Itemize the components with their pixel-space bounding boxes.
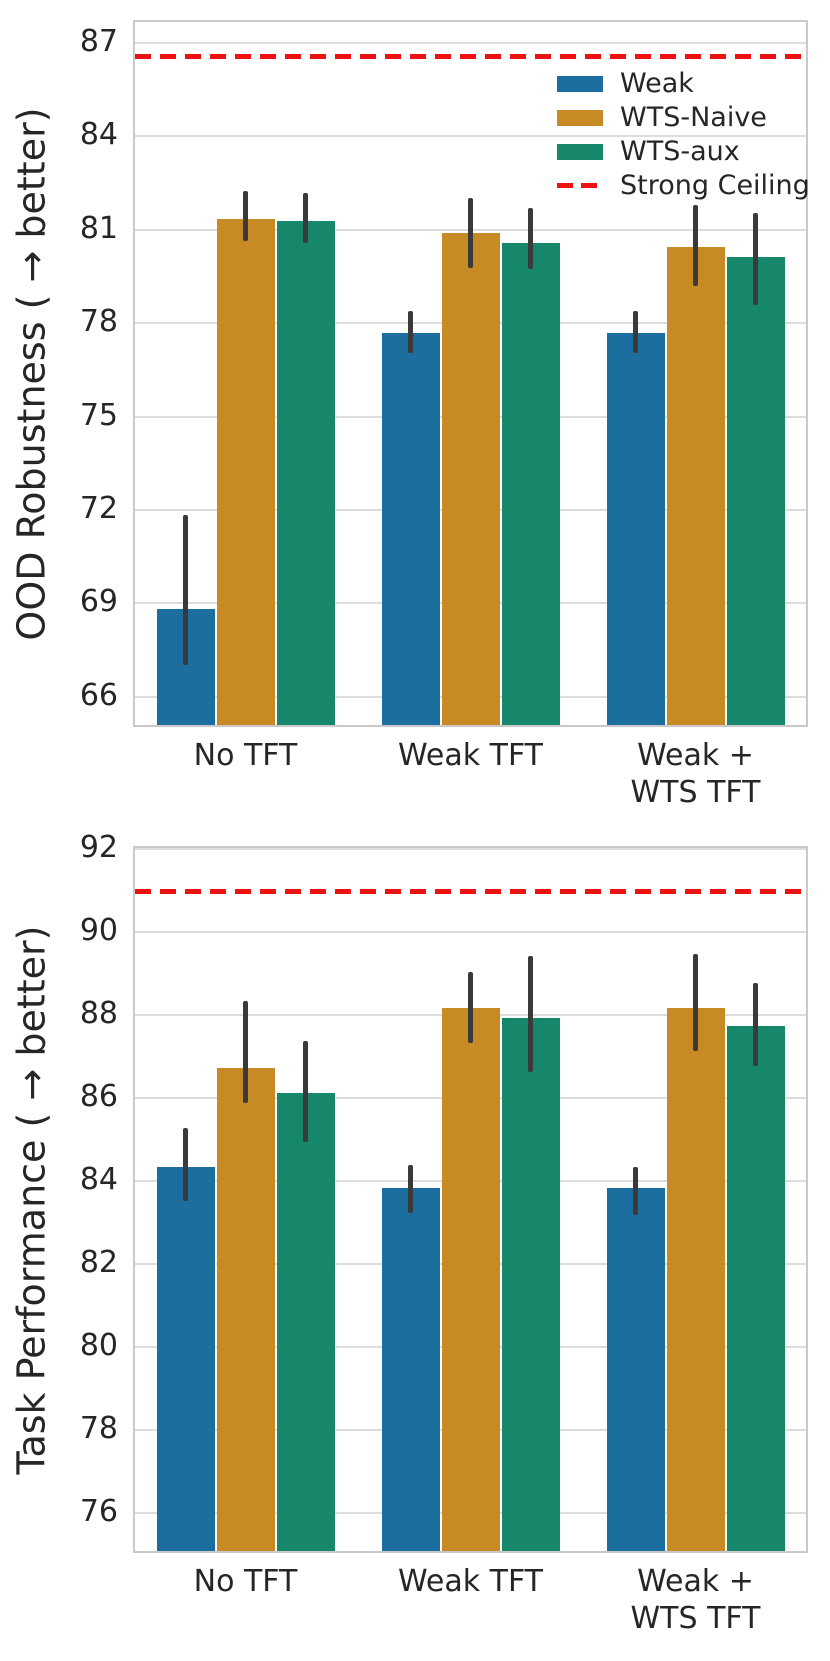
errorbar-weak-no-tft (183, 1127, 188, 1201)
legend-swatch-weak (557, 75, 603, 92)
bar-weak-weak-wts-tft (606, 333, 665, 725)
bar-wts-aux-no-tft (276, 220, 335, 725)
y-tick-label: 80 (79, 1327, 118, 1363)
y-tick-label: 90 (79, 913, 118, 948)
y-gridline (135, 41, 806, 44)
legend-label: WTS-Naive (620, 102, 767, 133)
errorbar-wts-naive-weak-tft (468, 972, 473, 1043)
legend-item-wts-aux: WTS-aux (557, 136, 810, 167)
bar-wts-naive-no-tft (216, 219, 275, 725)
x-tick-label-weak-tft: Weak TFT (397, 1564, 544, 1599)
bar-weak-weak-tft (381, 333, 440, 725)
errorbar-wts-aux-weak-wts-tft (753, 982, 758, 1066)
legend: Weak WTS-Naive WTS-aux Strong Ceiling (557, 68, 810, 201)
errorbar-weak-weak-wts-tft (633, 1167, 638, 1216)
errorbar-wts-aux-weak-tft (528, 955, 533, 1072)
errorbar-wts-aux-no-tft (303, 192, 308, 243)
x-tick-label-no-tft: No TFT (193, 738, 298, 773)
errorbar-wts-naive-weak-wts-tft (693, 953, 698, 1052)
errorbar-wts-naive-no-tft (243, 191, 248, 242)
y-tick-label: 86 (79, 1078, 118, 1114)
y-tick-label: 75 (79, 397, 118, 433)
strong-ceiling-line (135, 889, 806, 895)
errorbar-wts-naive-weak-wts-tft (693, 205, 698, 287)
errorbar-weak-weak-tft (408, 1165, 413, 1213)
bar-wts-aux-no-tft (276, 1092, 335, 1551)
y-tick-label: 81 (79, 210, 118, 246)
legend-label: Strong Ceiling (620, 170, 810, 201)
y-tick-label: 76 (79, 1493, 118, 1529)
y-tick-label: 72 (79, 490, 118, 526)
y-axis-label: OOD Robustness ( → better) (9, 106, 53, 641)
y-axis-label: Task Performance ( → better) (9, 925, 53, 1474)
y-tick-label: 69 (79, 584, 118, 620)
legend-swatch-wts-aux (557, 143, 603, 160)
y-gridline (135, 135, 806, 138)
y-tick-label: 92 (79, 830, 118, 866)
bar-wts-naive-weak-wts-tft (666, 247, 725, 725)
legend-label: WTS-aux (620, 136, 740, 167)
y-tick-label: 87 (79, 23, 118, 59)
y-tick-label: 88 (79, 995, 118, 1031)
y-tick-label: 66 (79, 677, 118, 713)
errorbar-wts-aux-weak-wts-tft (753, 213, 758, 305)
legend-dashed-line-swatch (557, 183, 603, 188)
y-tick-label: 78 (79, 1410, 118, 1446)
bar-wts-naive-no-tft (216, 1067, 275, 1551)
errorbar-wts-naive-no-tft (243, 1001, 248, 1104)
x-tick-label-weak-tft: Weak TFT (397, 738, 544, 773)
bar-wts-naive-weak-wts-tft (666, 1007, 725, 1551)
errorbar-wts-aux-no-tft (303, 1040, 308, 1143)
y-gridline (135, 848, 806, 851)
y-gridline (135, 931, 806, 933)
bar-weak-no-tft (156, 1167, 215, 1551)
y-tick-label: 82 (79, 1244, 118, 1280)
strong-ceiling-line (135, 53, 806, 59)
y-tick-label: 84 (79, 1161, 118, 1197)
legend-item-weak: Weak (557, 68, 810, 99)
bar-wts-aux-weak-wts-tft (726, 256, 785, 725)
bar-weak-weak-wts-tft (606, 1188, 665, 1551)
bar-wts-naive-weak-tft (441, 1007, 500, 1551)
errorbar-weak-no-tft (183, 515, 188, 665)
bar-wts-aux-weak-tft (501, 1018, 560, 1551)
errorbar-weak-weak-tft (408, 311, 413, 354)
x-tick-label-no-tft: No TFT (193, 1564, 298, 1599)
legend-item-wts-naive: WTS-Naive (557, 102, 810, 133)
errorbar-wts-naive-weak-tft (468, 197, 473, 268)
y-tick-label: 84 (79, 117, 118, 153)
y-tick-label: 78 (79, 304, 118, 340)
legend-swatch-wts-naive (557, 109, 603, 126)
bar-wts-naive-weak-tft (441, 233, 500, 725)
errorbar-wts-aux-weak-tft (528, 208, 533, 270)
legend-item-strong-ceiling: Strong Ceiling (557, 170, 810, 201)
bar-weak-weak-tft (381, 1188, 440, 1551)
bar-wts-aux-weak-tft (501, 242, 560, 725)
bar-wts-aux-weak-wts-tft (726, 1026, 785, 1551)
x-tick-label-weak-wts-tft: Weak + WTS TFT (630, 1564, 761, 1636)
legend-label: Weak (620, 68, 694, 99)
x-tick-label-weak-wts-tft: Weak + WTS TFT (630, 738, 761, 810)
errorbar-weak-weak-wts-tft (633, 311, 638, 354)
